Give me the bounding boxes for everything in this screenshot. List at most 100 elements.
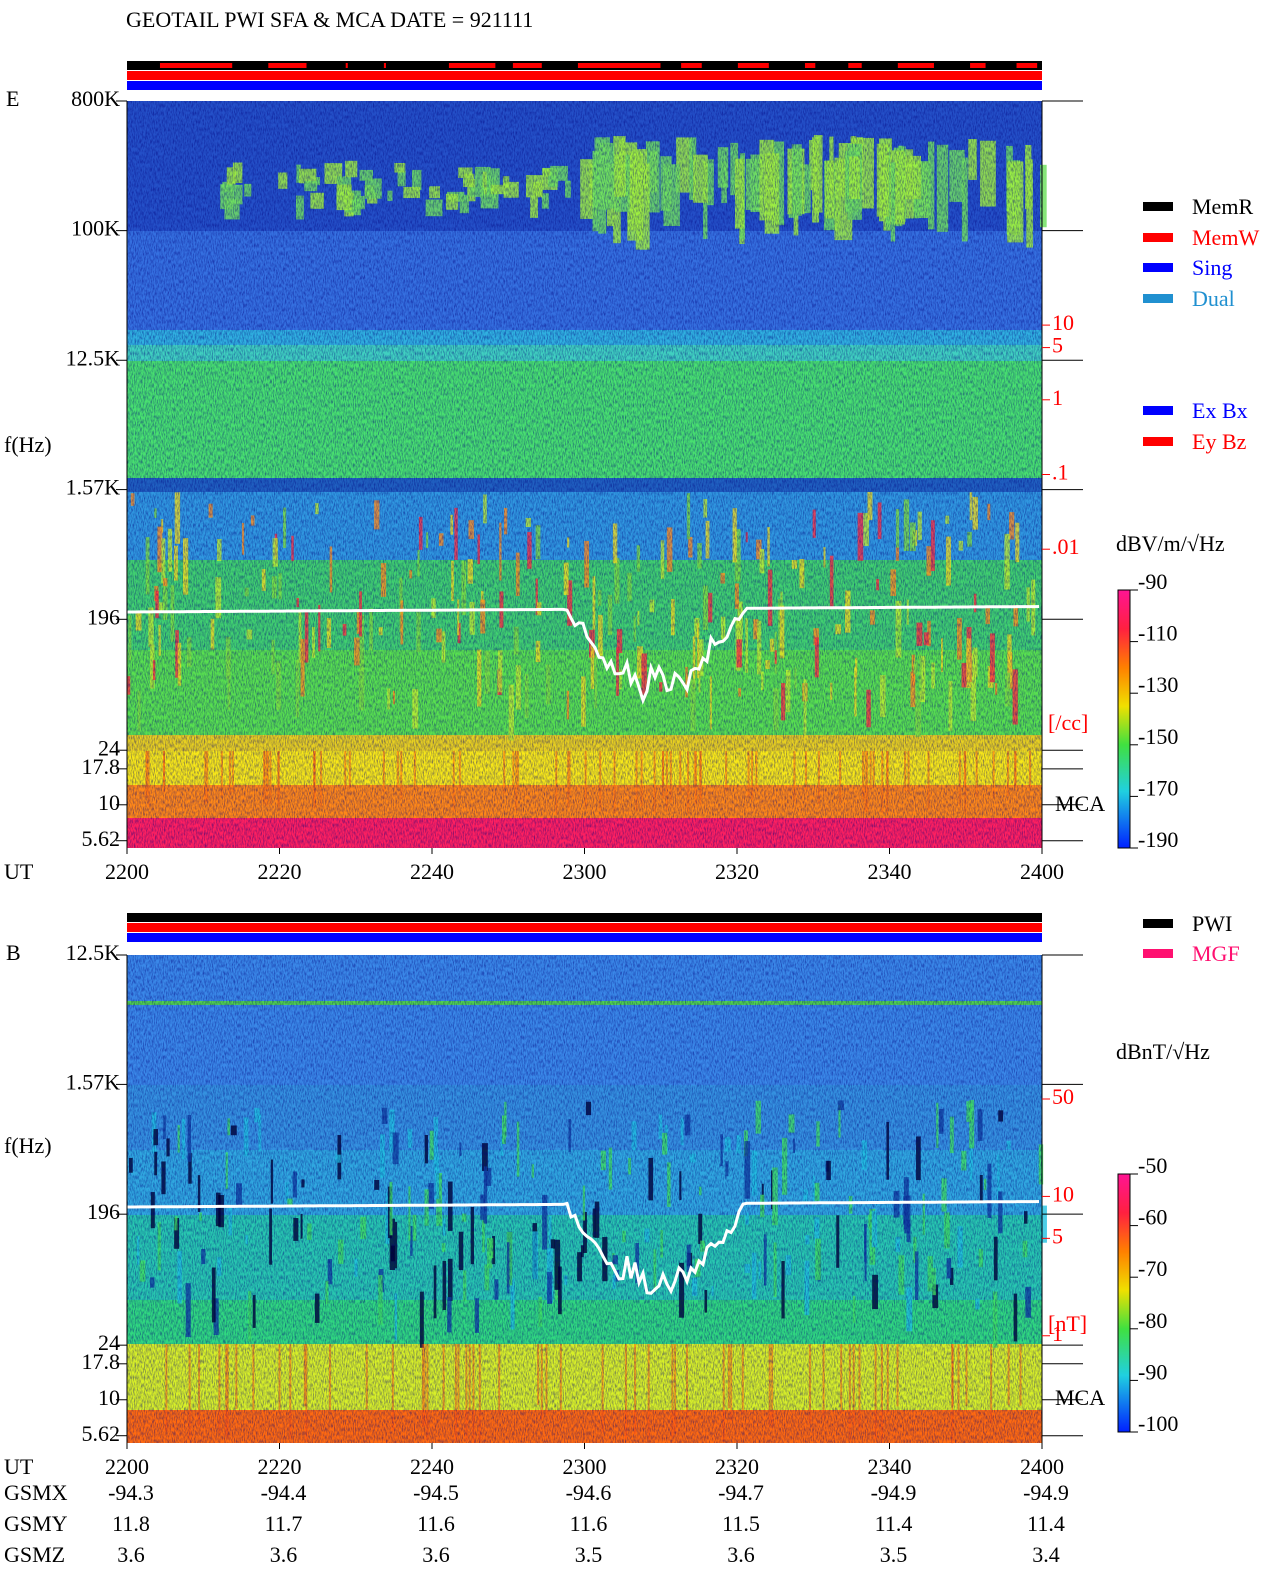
y2-tick-label: 50 [1052, 1084, 1074, 1109]
status-bar [127, 923, 1042, 932]
status-segment [383, 63, 386, 68]
x-tick-label: 2340 [868, 859, 912, 884]
y-tick-label: 1.57K [66, 1069, 121, 1094]
legend-swatch [1143, 263, 1173, 272]
x-tick-label: 2400 [1020, 1454, 1064, 1479]
y2-tick-label: 10 [1052, 310, 1074, 335]
y2-tick-label: 10 [1052, 1181, 1074, 1206]
x-tick-label: 2320 [715, 1454, 759, 1479]
status-bar [127, 913, 1042, 922]
status-segment [448, 63, 496, 68]
x-axis-label: UT [4, 1454, 34, 1479]
page-title: GEOTAIL PWI SFA & MCA DATE = 921111 [126, 7, 533, 32]
status-segment [268, 63, 307, 68]
x-tick-label: 2300 [563, 859, 607, 884]
status-segment [512, 63, 542, 68]
legend-label: MemR [1192, 194, 1253, 219]
y2-axis-label: [nT] [1048, 1311, 1087, 1336]
x-tick-label: 2200 [105, 1454, 149, 1479]
ephemeris-value: 11.7 [265, 1511, 303, 1536]
ephemeris-value: -94.4 [261, 1480, 307, 1505]
ephemeris-value: 11.8 [112, 1511, 150, 1536]
ephemeris-value: 11.4 [1027, 1511, 1065, 1536]
legend-swatch [1143, 294, 1173, 303]
colorbar-tick-label: -60 [1138, 1205, 1167, 1230]
colorbar-label: dBV/m/√Hz [1116, 531, 1225, 556]
y-tick-label: 800K [71, 86, 120, 111]
colorbar-tick-label: -90 [1138, 569, 1167, 594]
legend-label: MemW [1192, 225, 1259, 250]
ephemeris-value: -94.5 [413, 1480, 459, 1505]
y-tick-label: 10 [98, 790, 120, 815]
spectrogram-noise [127, 101, 1042, 848]
status-segment [159, 63, 233, 68]
ephemeris-value: 11.5 [722, 1511, 760, 1536]
ephemeris-value: 11.4 [875, 1511, 913, 1536]
x-tick-label: 2200 [105, 859, 149, 884]
legend-swatch [1143, 949, 1173, 958]
ephemeris-label: GSMX [4, 1480, 68, 1505]
density-trace [127, 1200, 1040, 1295]
status-bar [127, 81, 1042, 90]
spectrogram-streak [1040, 1205, 1047, 1243]
legend-swatch [1143, 437, 1173, 446]
status-segment [577, 63, 661, 68]
y-axis-label: f(Hz) [4, 432, 52, 457]
legend-swatch [1143, 202, 1173, 211]
y-tick-label: 5.62 [82, 826, 121, 851]
colorbar-tick-label: -130 [1138, 672, 1178, 697]
ephemeris-value: 3.6 [422, 1542, 450, 1567]
ephemeris-value: 3.6 [117, 1542, 145, 1567]
x-tick-label: 2240 [410, 1454, 454, 1479]
ephemeris-value: 3.6 [270, 1542, 298, 1567]
ephemeris-value: -94.9 [871, 1480, 917, 1505]
y-tick-label: 5.62 [82, 1421, 121, 1446]
status-bar [127, 71, 1042, 80]
colorbar [1117, 1173, 1131, 1433]
y2-tick-label: .1 [1052, 460, 1069, 485]
colorbar-tick-label: -150 [1138, 724, 1178, 749]
panel-label: B [6, 940, 21, 965]
ephemeris-value: -94.7 [718, 1480, 764, 1505]
colorbar [1117, 589, 1131, 849]
y2-tick-label: 1 [1052, 1321, 1063, 1346]
x-axis-label: UT [4, 859, 34, 884]
colorbar-tick-label: -170 [1138, 775, 1178, 800]
y-tick-label: 10 [98, 1385, 120, 1410]
legend-label: PWI [1192, 911, 1232, 936]
legend-swatch [1143, 406, 1173, 415]
density-trace [127, 605, 1040, 705]
mca-label: MCA [1055, 791, 1105, 816]
status-segment [897, 63, 934, 68]
ephemeris-value: 3.5 [880, 1542, 908, 1567]
ephemeris-value: 3.5 [575, 1542, 603, 1567]
ephemeris-value: 11.6 [417, 1511, 455, 1536]
ephemeris-value: -94.9 [1023, 1480, 1069, 1505]
ephemeris-label: GSMY [4, 1511, 68, 1536]
x-tick-label: 2340 [868, 1454, 912, 1479]
y2-tick-label: 5 [1052, 1223, 1063, 1248]
panel-label: E [6, 86, 19, 111]
y-tick-label: 17.8 [82, 754, 121, 779]
y2-tick-label: .01 [1052, 534, 1080, 559]
y-tick-label: 12.5K [66, 345, 121, 370]
legend-swatch [1143, 233, 1173, 242]
colorbar-tick-label: -70 [1138, 1256, 1167, 1281]
y2-tick-label: 5 [1052, 333, 1063, 358]
status-segment [345, 63, 348, 68]
x-tick-label: 2400 [1020, 859, 1064, 884]
y-tick-label: 24 [98, 735, 120, 760]
ephemeris-value: 3.4 [1032, 1542, 1060, 1567]
spectrogram-noise [127, 955, 1042, 1443]
colorbar-label: dBnT/√Hz [1116, 1039, 1210, 1064]
status-segment [804, 63, 816, 68]
status-segment [848, 63, 862, 68]
status-segment [737, 63, 769, 68]
legend-label: Ey Bz [1192, 429, 1247, 454]
y-tick-label: 24 [98, 1330, 120, 1355]
x-tick-label: 2320 [715, 859, 759, 884]
mca-label: MCA [1055, 1385, 1105, 1410]
y-tick-label: 12.5K [66, 940, 121, 965]
legend-label: MGF [1192, 941, 1240, 966]
y-tick-label: 17.8 [82, 1349, 121, 1374]
